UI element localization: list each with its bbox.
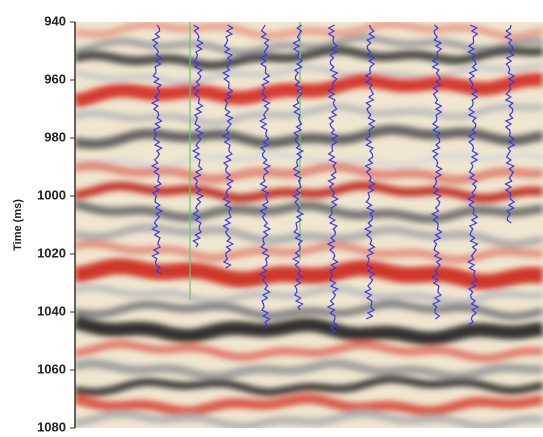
y-tick-label: 1040	[37, 303, 66, 318]
well-log	[291, 24, 305, 311]
reflector-band	[75, 299, 543, 321]
y-tick-label: 1020	[37, 245, 66, 260]
y-tick-label: 1000	[37, 187, 66, 202]
well-log	[503, 24, 516, 224]
seismic-section	[75, 22, 543, 428]
reflector-band	[75, 72, 543, 108]
reflector-band	[75, 359, 543, 382]
reflector-band	[75, 103, 543, 127]
reflector-band	[75, 258, 543, 291]
reflector-band	[75, 393, 543, 417]
reflector-band	[75, 34, 543, 56]
well-log	[150, 24, 164, 275]
y-tick-label: 980	[44, 129, 66, 144]
well-log	[363, 24, 376, 320]
y-axis-label: Time (ms)	[12, 199, 24, 251]
reflector-band	[75, 45, 543, 71]
well-log	[191, 24, 205, 248]
y-tick-label: 960	[44, 71, 66, 86]
reflector-band	[75, 22, 543, 41]
well-log	[221, 24, 235, 269]
reflector-band	[75, 200, 543, 224]
reflector-band	[75, 223, 543, 248]
well-log	[326, 24, 340, 335]
reflector-band	[75, 61, 543, 86]
well-logs	[150, 22, 516, 335]
reflector-band	[75, 124, 543, 150]
reflector-band	[75, 181, 543, 204]
well-log	[258, 24, 272, 329]
y-tick-label: 1060	[37, 361, 66, 376]
well-log	[430, 24, 443, 320]
reflector-band	[75, 284, 543, 306]
reflector-band	[75, 375, 543, 397]
reflector-band	[75, 315, 543, 346]
well-log	[466, 24, 480, 326]
reflector-band	[75, 161, 543, 185]
reflector-band	[75, 340, 543, 363]
y-tick-label: 940	[44, 13, 66, 28]
y-tick-label: 1080	[37, 419, 66, 434]
reflector-band	[75, 409, 543, 428]
